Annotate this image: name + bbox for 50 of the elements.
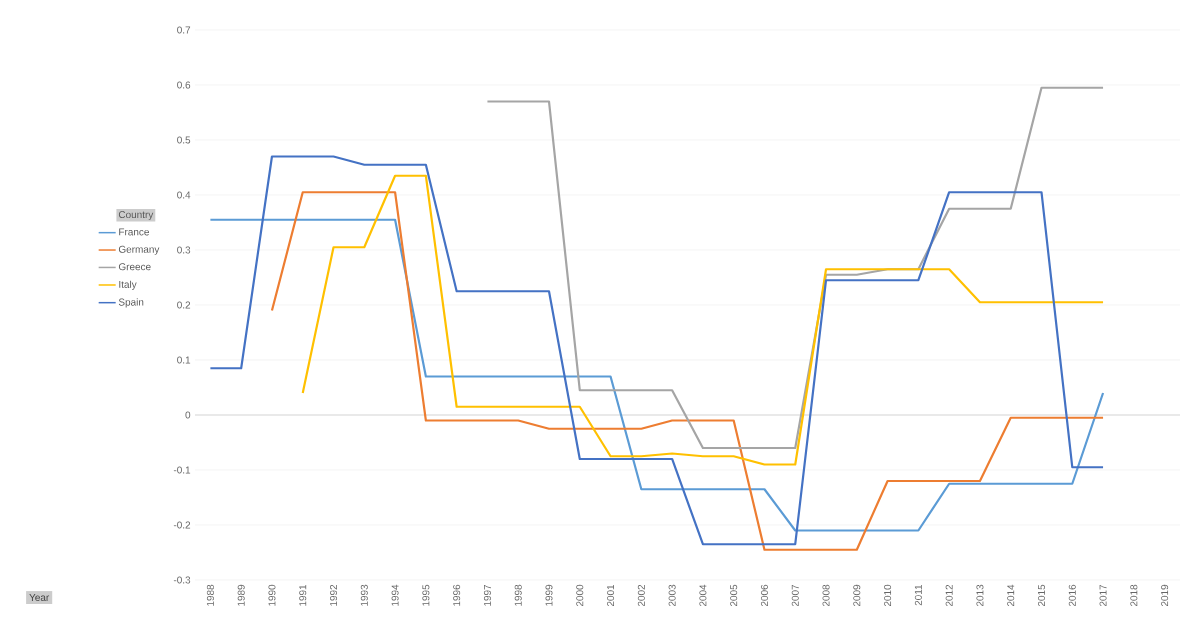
y-tick-label: 0 <box>185 411 191 419</box>
y-tick-label: 0.7 <box>177 26 191 34</box>
x-tick-label: 2008 <box>822 584 830 607</box>
x-tick-label: 2001 <box>607 584 615 607</box>
y-tick-label: 0.2 <box>177 301 191 309</box>
x-tick-label: 2006 <box>760 584 768 607</box>
x-tick-label: 1995 <box>422 584 430 606</box>
x-tick-label: 2019 <box>1161 584 1169 607</box>
x-tick-label: 2016 <box>1068 584 1076 607</box>
y-tick-label: 0.4 <box>177 191 191 199</box>
legend-label: Germany <box>118 245 160 255</box>
legend-label: Italy <box>119 280 137 290</box>
x-tick-label: 2010 <box>884 584 892 607</box>
x-tick-label: 2017 <box>1099 584 1107 607</box>
x-tick-label: 2007 <box>791 584 799 607</box>
y-tick-label: 0.1 <box>177 356 191 364</box>
legend-label: France <box>119 228 149 236</box>
y-tick-label: 0.5 <box>177 136 191 144</box>
x-tick-label: 2005 <box>730 584 738 607</box>
text: Year <box>29 594 50 602</box>
x-tick-label: 2012 <box>945 584 953 607</box>
legend-label: Greece <box>118 263 151 271</box>
y-tick-label: 0.3 <box>177 246 191 254</box>
x-tick-label: 1996 <box>453 584 461 606</box>
x-tick-label: 2015 <box>1037 584 1046 607</box>
x-tick-label: 1993 <box>360 584 368 606</box>
x-tick-label: 1991 <box>299 584 307 606</box>
x-tick-label: 2014 <box>1007 584 1015 607</box>
y-tick-label: 0.6 <box>177 81 191 89</box>
x-tick-label: 1998 <box>514 584 522 606</box>
y-tick-label: -0.3 <box>173 576 191 584</box>
y-tick-label: -0.2 <box>173 521 191 529</box>
x-tick-label: 2013 <box>976 584 984 607</box>
legend-label: Spain <box>118 298 144 308</box>
x-tick-label: 1990 <box>268 584 276 606</box>
x-tick-label: 1989 <box>237 584 245 606</box>
x-tick-label: 2011 <box>914 584 922 606</box>
x-tick-label: 2018 <box>1130 584 1138 607</box>
x-tick-label: 2002 <box>637 584 645 607</box>
x-tick-label: 1992 <box>330 584 338 606</box>
x-tick-label: 2000 <box>576 584 584 607</box>
x-tick-label: 2009 <box>853 584 861 607</box>
x-tick-label: 1994 <box>391 584 399 606</box>
x-tick-label: 1988 <box>206 584 214 606</box>
x-tick-label: 1999 <box>545 584 553 606</box>
y-tick-label: -0.1 <box>173 466 191 474</box>
x-tick-label: 2003 <box>668 584 676 607</box>
x-tick-label: 2004 <box>699 584 707 607</box>
x-tick-label: 1997 <box>483 584 491 606</box>
legend-title: Country <box>118 211 154 221</box>
